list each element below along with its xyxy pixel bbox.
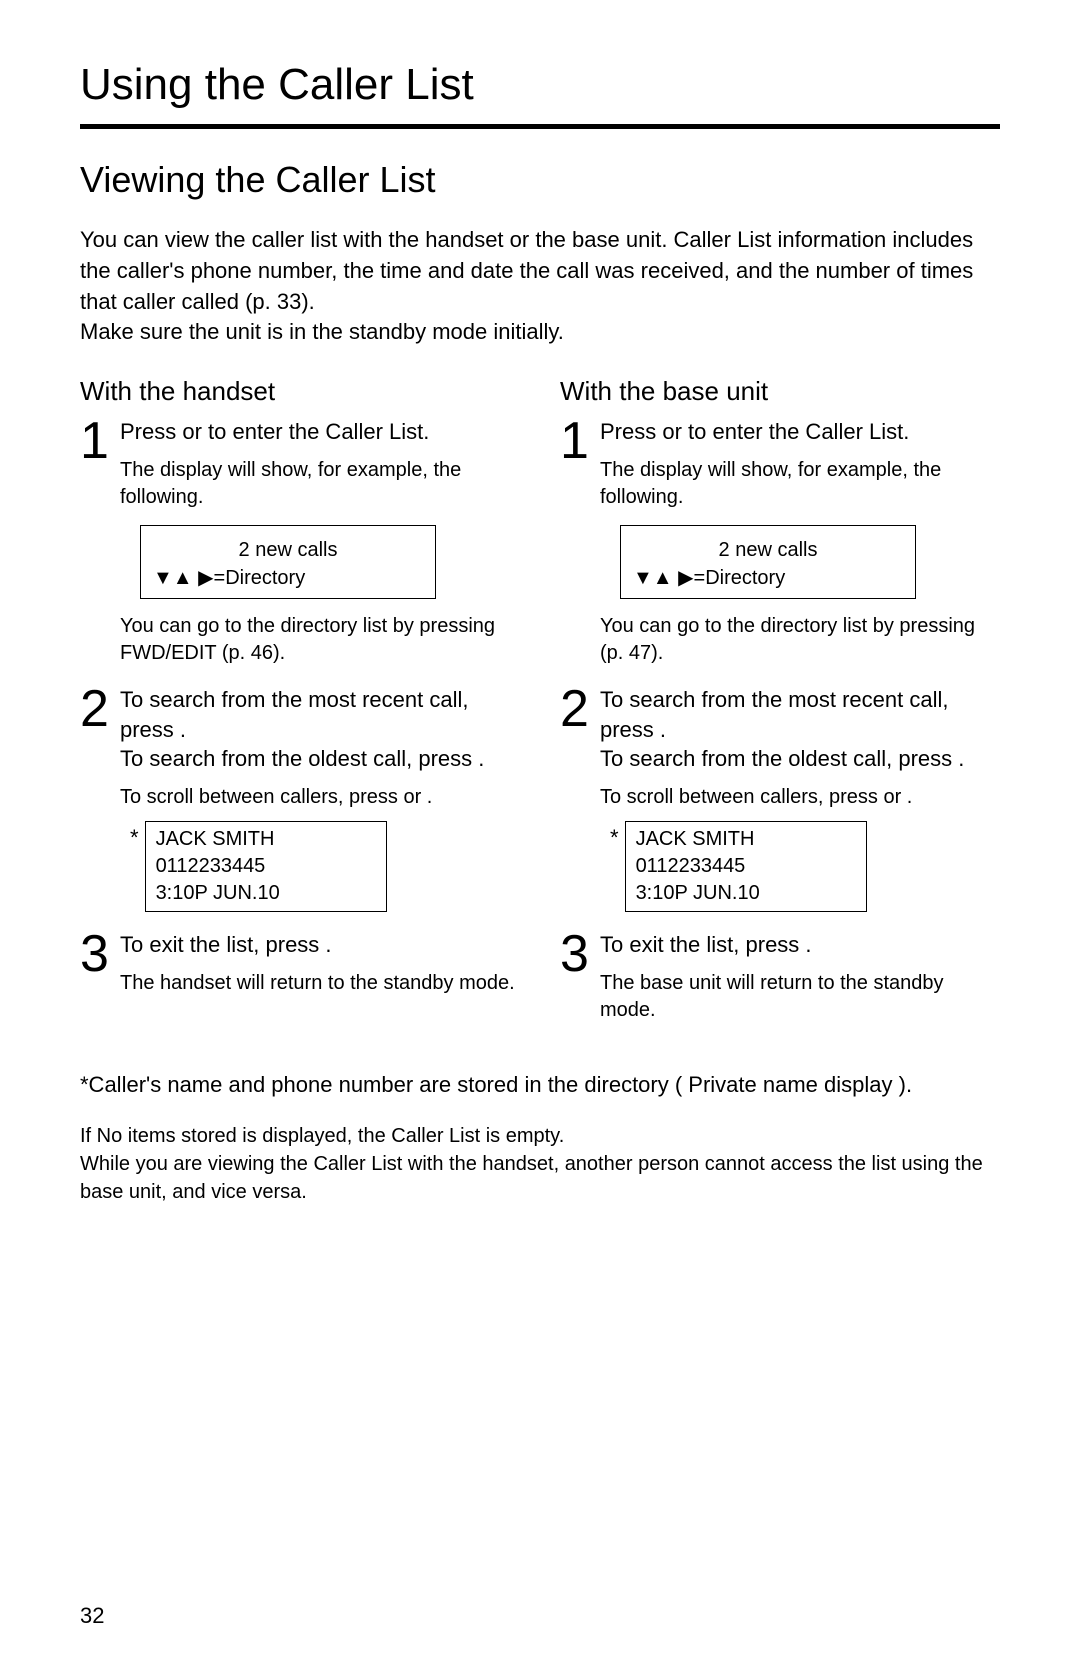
right-title: With the base unit — [560, 376, 1000, 407]
step-text-line2: To search from the oldest call, press . — [120, 744, 520, 774]
caller-number: 0112233445 — [156, 853, 376, 880]
step-body: To search from the most recent call, pre… — [600, 685, 1000, 922]
caller-name: JACK SMITH — [156, 826, 376, 853]
step-number: 1 — [560, 415, 600, 467]
step-after: You can go to the directory list by pres… — [600, 613, 1000, 667]
step-body: To exit the list, press . The handset wi… — [120, 930, 520, 1007]
display-line2: ▼▲ ▶=Directory — [153, 564, 423, 592]
caller-display-wrap: * JACK SMITH 0112233445 3:10P JUN.10 — [130, 821, 520, 912]
left-step-3: 3 To exit the list, press . The handset … — [80, 930, 520, 1007]
display-line1: 2 new calls — [633, 536, 903, 564]
note-2: While you are viewing the Caller List wi… — [80, 1150, 1000, 1206]
display-line2: ▼▲ ▶=Directory — [633, 564, 903, 592]
left-title: With the handset — [80, 376, 520, 407]
step-text: Press or to enter the Caller List. — [120, 417, 520, 447]
step-number: 3 — [560, 928, 600, 980]
step-number: 1 — [80, 415, 120, 467]
step-sub: To scroll between callers, press or . — [120, 784, 520, 811]
step-body: Press or to enter the Caller List. The d… — [120, 417, 520, 677]
footnote: *Caller's name and phone number are stor… — [80, 1070, 1000, 1101]
step-text: To exit the list, press . — [600, 930, 1000, 960]
lcd-display-box: 2 new calls ▼▲ ▶=Directory — [620, 525, 916, 599]
caller-display-box: JACK SMITH 0112233445 3:10P JUN.10 — [145, 821, 387, 912]
caller-name: JACK SMITH — [636, 826, 856, 853]
caller-display-box: JACK SMITH 0112233445 3:10P JUN.10 — [625, 821, 867, 912]
right-step-3: 3 To exit the list, press . The base uni… — [560, 930, 1000, 1034]
left-step-1: 1 Press or to enter the Caller List. The… — [80, 417, 520, 677]
step-body: Press or to enter the Caller List. The d… — [600, 417, 1000, 677]
step-number: 2 — [80, 683, 120, 735]
step-sub: The handset will return to the standby m… — [120, 970, 520, 997]
note-1: If No items stored is displayed, the Cal… — [80, 1122, 1000, 1150]
asterisk-icon: * — [130, 823, 139, 853]
page-number: 32 — [80, 1603, 104, 1629]
step-after: You can go to the directory list by pres… — [120, 613, 520, 667]
step-number: 2 — [560, 683, 600, 735]
step-text: To exit the list, press . — [120, 930, 520, 960]
horizontal-rule — [80, 124, 1000, 129]
right-step-2: 2 To search from the most recent call, p… — [560, 685, 1000, 922]
step-text-line2: To search from the oldest call, press . — [600, 744, 1000, 774]
notes-block: If No items stored is displayed, the Cal… — [80, 1122, 1000, 1206]
section-title: Viewing the Caller List — [80, 159, 1000, 201]
two-column-layout: With the handset 1 Press or to enter the… — [80, 376, 1000, 1041]
left-column: With the handset 1 Press or to enter the… — [80, 376, 520, 1041]
step-sub: The base unit will return to the standby… — [600, 970, 1000, 1024]
step-body: To exit the list, press . The base unit … — [600, 930, 1000, 1034]
intro-p2: Make sure the unit is in the standby mod… — [80, 317, 1000, 348]
step-body: To search from the most recent call, pre… — [120, 685, 520, 922]
page-container: Using the Caller List Viewing the Caller… — [0, 0, 1080, 1669]
chapter-title: Using the Caller List — [80, 60, 1000, 118]
caller-number: 0112233445 — [636, 853, 856, 880]
caller-time: 3:10P JUN.10 — [156, 880, 376, 907]
lcd-display-box: 2 new calls ▼▲ ▶=Directory — [140, 525, 436, 599]
intro-text: You can view the caller list with the ha… — [80, 225, 1000, 348]
step-text-line1: To search from the most recent call, pre… — [600, 685, 1000, 744]
asterisk-icon: * — [610, 823, 619, 853]
step-number: 3 — [80, 928, 120, 980]
step-sub: To scroll between callers, press or . — [600, 784, 1000, 811]
right-column: With the base unit 1 Press or to enter t… — [560, 376, 1000, 1041]
step-text: Press or to enter the Caller List. — [600, 417, 1000, 447]
step-text-line1: To search from the most recent call, pre… — [120, 685, 520, 744]
left-step-2: 2 To search from the most recent call, p… — [80, 685, 520, 922]
caller-time: 3:10P JUN.10 — [636, 880, 856, 907]
display-line1: 2 new calls — [153, 536, 423, 564]
caller-display-wrap: * JACK SMITH 0112233445 3:10P JUN.10 — [610, 821, 1000, 912]
step-sub: The display will show, for example, the … — [600, 457, 1000, 511]
step-sub: The display will show, for example, the … — [120, 457, 520, 511]
intro-p1: You can view the caller list with the ha… — [80, 225, 1000, 317]
right-step-1: 1 Press or to enter the Caller List. The… — [560, 417, 1000, 677]
